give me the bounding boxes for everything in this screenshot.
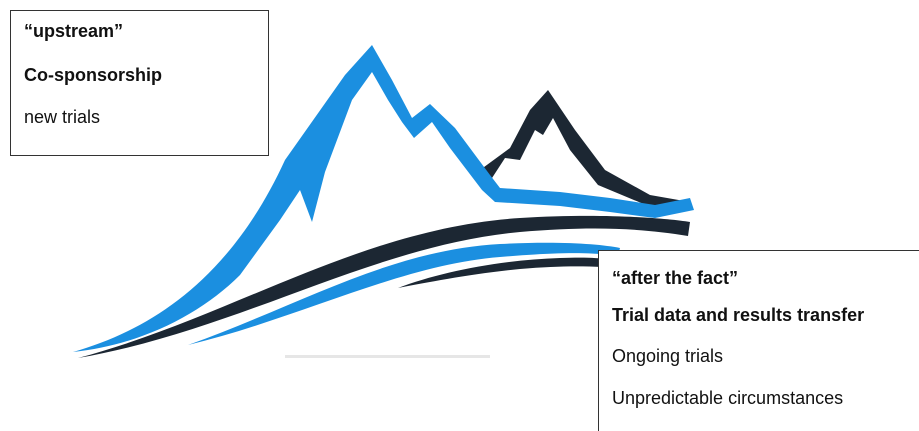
after-heading: Trial data and results transfer <box>612 305 865 325</box>
upstream-box: “upstream” Co-sponsorship new trials <box>10 10 269 156</box>
dark-wave-lower <box>398 257 604 288</box>
upstream-title: “upstream” <box>24 21 124 41</box>
after-item-ongoing: Ongoing trials <box>612 346 724 366</box>
after-item-unpredictable: Unpredictable circumstances <box>612 388 844 408</box>
blue-mountain <box>73 45 694 352</box>
dark-mountain <box>480 90 690 210</box>
upstream-item: new trials <box>24 107 101 127</box>
blue-wave <box>188 242 620 345</box>
ground-shadow <box>285 355 490 358</box>
dark-wave-main <box>78 215 690 358</box>
after-the-fact-box: “after the fact” Trial data and results … <box>598 250 919 431</box>
after-title: “after the fact” <box>612 268 739 288</box>
upstream-heading: Co-sponsorship <box>24 65 162 85</box>
